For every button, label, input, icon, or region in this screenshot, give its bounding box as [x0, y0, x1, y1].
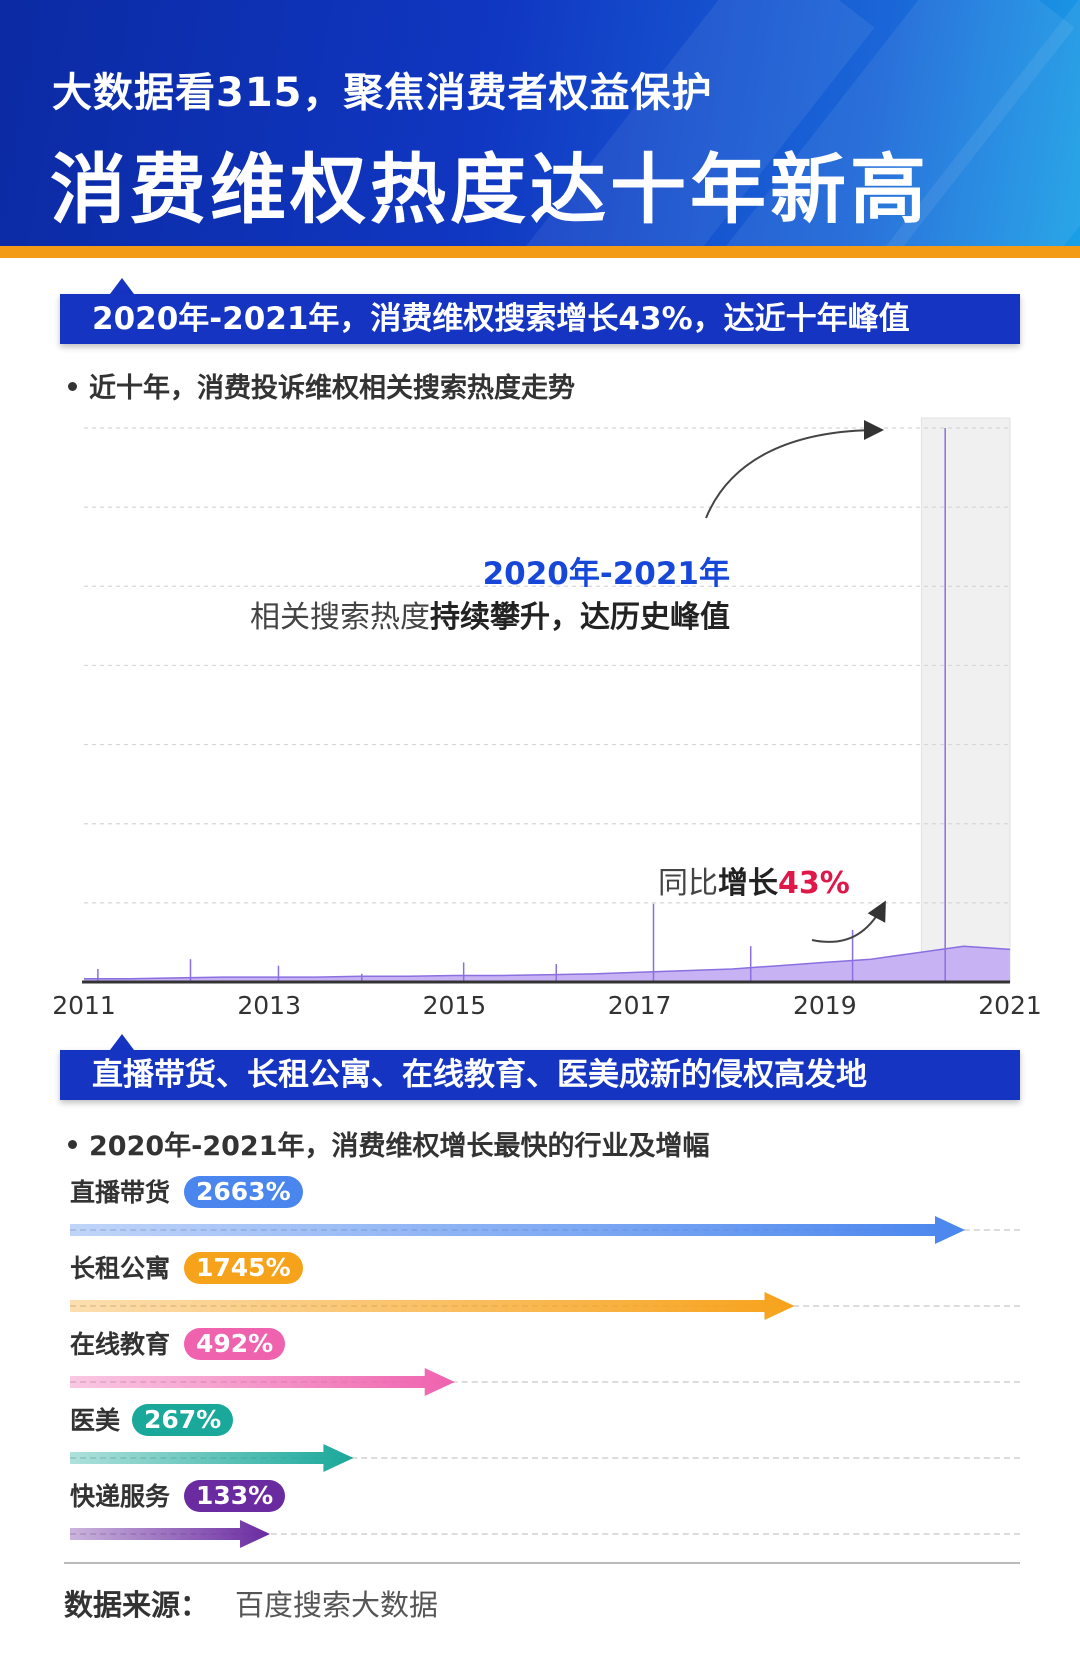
- industry-row: 长租公寓 1745%: [70, 1252, 1020, 1324]
- industry-growth-badge: 2663%: [184, 1176, 303, 1208]
- annotation-desc-bold: 持续攀升，达历史峰值: [430, 600, 730, 635]
- x-tick-label: 2015: [423, 991, 487, 1020]
- x-tick-label: 2011: [52, 991, 116, 1020]
- x-tick-label: 2017: [608, 991, 672, 1020]
- orange-divider: [0, 246, 1080, 258]
- annotation-yoy-bold: 增长: [718, 866, 778, 901]
- industry-arrow: [70, 1216, 965, 1244]
- highlight-band: [920, 417, 1011, 983]
- footer-label: 数据来源：: [64, 1588, 210, 1622]
- industry-growth-badge: 492%: [184, 1328, 286, 1360]
- industry-row: 在线教育 492%: [70, 1328, 1020, 1400]
- industry-arrow: [70, 1520, 271, 1548]
- series-line: [84, 945, 1011, 980]
- industry-growth-badge: 267%: [132, 1404, 234, 1436]
- annotation-yoy-prefix: 同比: [658, 866, 718, 901]
- bullet-dot: [68, 382, 77, 391]
- industry-growth-badge: 1745%: [184, 1252, 303, 1284]
- industry-growth-badge: 133%: [184, 1480, 286, 1512]
- industry-row: 医美 267%: [70, 1404, 1020, 1476]
- x-tick-label: 2021: [978, 991, 1042, 1020]
- page-subtitle: 大数据看315，聚焦消费者权益保护: [52, 70, 713, 116]
- trend-chart: 2011 2013 2015 2017 2019 2021: [52, 417, 1042, 1020]
- annotation-years: 2020年-2021年: [482, 556, 730, 592]
- industry-name: 在线教育: [70, 1330, 171, 1359]
- section2-bullet-text: 2020年-2021年，消费维权增长最快的行业及增幅: [89, 1131, 710, 1162]
- industry-row: 快递服务 133%: [70, 1480, 1020, 1552]
- section1-bullet-text: 近十年，消费投诉维权相关搜索热度走势: [89, 373, 575, 404]
- annotation-desc-plain: 相关搜索热度: [250, 600, 430, 635]
- industry-name: 医美: [70, 1406, 121, 1435]
- industry-name: 直播带货: [70, 1178, 171, 1207]
- annotation-arrow: [705, 420, 884, 519]
- section2-bullet: 2020年-2021年，消费维权增长最快的行业及增幅: [68, 1124, 710, 1163]
- annotation-yoy-value: 43%: [778, 866, 850, 901]
- banner-pointer: [110, 1034, 134, 1050]
- footer-divider: [64, 1562, 1020, 1564]
- section1-bullet: 近十年，消费投诉维权相关搜索热度走势: [68, 366, 575, 405]
- header-banner: 大数据看315，聚焦消费者权益保护 消费维权热度达十年新高: [0, 0, 1080, 246]
- industry-row: 直播带货 2663%: [70, 1176, 1020, 1248]
- annotation-desc: 相关搜索热度持续攀升，达历史峰值: [250, 592, 730, 636]
- x-tick-label: 2013: [237, 991, 301, 1020]
- industry-arrow: [70, 1368, 455, 1396]
- footer-source: 百度搜索大数据: [235, 1588, 439, 1622]
- footer: 数据来源： 百度搜索大数据: [64, 1582, 438, 1624]
- section2-banner: 直播带货、长租公寓、在线教育、医美成新的侵权高发地: [60, 1050, 1020, 1100]
- series-area: [84, 946, 1010, 982]
- x-tick-label: 2019: [793, 991, 857, 1020]
- page-title: 消费维权热度达十年新高: [50, 145, 930, 234]
- industry-name: 快递服务: [70, 1482, 171, 1511]
- section1-banner: 2020年-2021年，消费维权搜索增长43%，达近十年峰值: [60, 294, 1020, 344]
- industry-arrow: [70, 1444, 354, 1472]
- industry-guide-line: [70, 1381, 1020, 1383]
- bullet-dot: [68, 1140, 77, 1149]
- industry-arrow: [70, 1292, 795, 1320]
- industry-name: 长租公寓: [70, 1254, 171, 1283]
- industry-guide-line: [70, 1533, 1020, 1535]
- annotation-yoy: 同比增长43%: [658, 858, 850, 902]
- industry-guide-line: [70, 1457, 1020, 1459]
- yoy-arrow: [811, 900, 886, 943]
- banner-pointer: [110, 278, 134, 294]
